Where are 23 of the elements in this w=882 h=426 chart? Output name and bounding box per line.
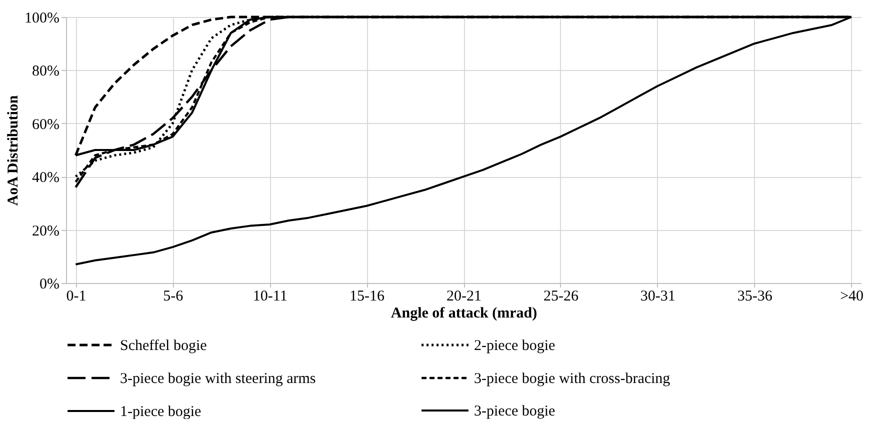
- legend-label: 3-piece bogie: [474, 404, 556, 420]
- x-tick-label: 20-21: [446, 288, 482, 304]
- x-axis-title: Angle of attack (mrad): [390, 306, 538, 322]
- y-tick-label: 100%: [24, 10, 60, 26]
- x-tick-label: 30-31: [640, 288, 676, 304]
- legend-label: 3-piece bogie with cross-bracing: [474, 371, 671, 387]
- legend-label: 2-piece bogie: [474, 338, 556, 354]
- x-tick-label: >40: [840, 288, 864, 304]
- y-axis-title: AoA Distribution: [6, 94, 22, 206]
- x-tick-label: 15-16: [350, 288, 386, 304]
- legend-label: Scheffel bogie: [120, 338, 208, 354]
- y-tick-label: 60%: [32, 116, 60, 133]
- legend-label: 3-piece bogie with steering arms: [120, 371, 316, 387]
- y-tick-label: 0%: [40, 276, 60, 292]
- x-tick-label: 35-36: [737, 288, 773, 304]
- y-tick-label: 20%: [32, 223, 60, 240]
- x-tick-label: 10-11: [252, 288, 288, 304]
- legend-label: 1-piece bogie: [120, 404, 202, 420]
- x-tick-label: 5-6: [163, 288, 184, 304]
- x-tick-label: 25-26: [543, 288, 579, 304]
- x-tick-label: 0-1: [66, 288, 86, 304]
- y-tick-label: 80%: [32, 64, 60, 80]
- y-tick-label: 40%: [32, 170, 60, 186]
